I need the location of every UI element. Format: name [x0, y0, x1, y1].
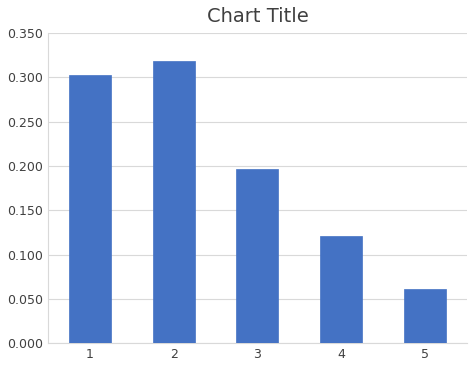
Title: Chart Title: Chart Title	[207, 7, 308, 26]
Bar	[320, 236, 362, 343]
Bar	[237, 169, 278, 343]
Bar	[153, 61, 194, 343]
Bar	[404, 289, 446, 343]
Bar	[69, 75, 111, 343]
